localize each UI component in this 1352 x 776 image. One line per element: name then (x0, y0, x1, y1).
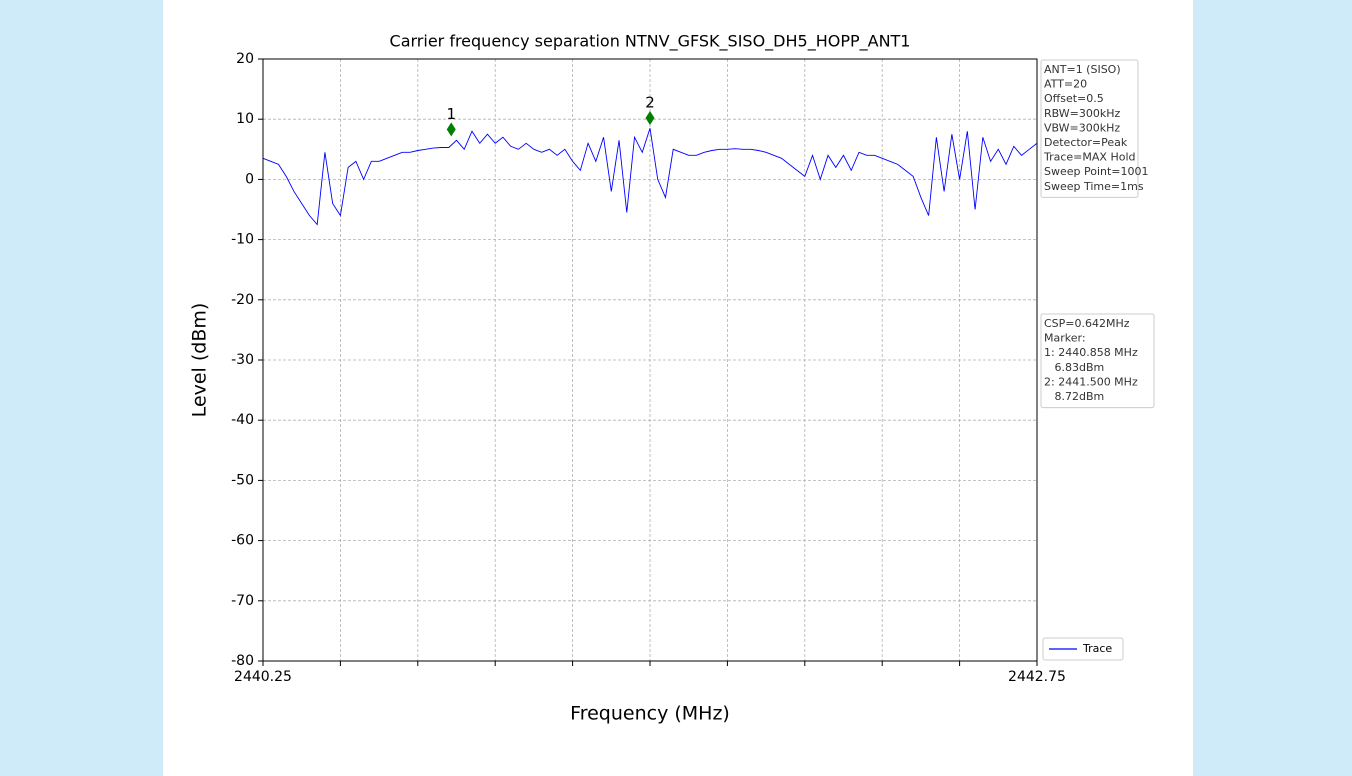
y-tick-label: 20 (236, 51, 254, 67)
marker-label: 2 (645, 93, 655, 111)
y-tick-label: -40 (231, 412, 254, 428)
x-tick-label: 2442.75 (1008, 669, 1066, 685)
info-text: Sweep Point=1001 (1044, 165, 1149, 178)
trace-line (262, 128, 1038, 226)
info-text: VBW=300kHz (1044, 121, 1120, 134)
y-tick-label: -70 (231, 593, 254, 609)
info-text: 2: 2441.500 MHz (1044, 375, 1138, 388)
figure-panel (163, 0, 1193, 776)
info-box (1040, 313, 1155, 409)
legend-label: Trace (1082, 642, 1112, 655)
plot-frame (262, 58, 1038, 662)
y-tick-label: 10 (236, 111, 254, 127)
y-tick-label: -80 (231, 653, 254, 669)
y-tick-label: -20 (231, 292, 254, 308)
info-text: 1: 2440.858 MHz (1044, 346, 1138, 359)
marker-label: 1 (446, 105, 456, 123)
info-text: Sweep Time=1ms (1044, 180, 1144, 193)
info-text: Trace=MAX Hold (1043, 151, 1136, 164)
y-tick-label: -50 (231, 472, 254, 488)
info-text: RBW=300kHz (1044, 107, 1121, 120)
y-tick-label: -30 (231, 352, 254, 368)
y-axis-label: Level (dBm) (189, 303, 211, 418)
info-text: 8.72dBm (1044, 390, 1104, 403)
info-text: Detector=Peak (1044, 136, 1128, 149)
marker (446, 122, 456, 137)
chart-title: Carrier frequency separation NTNV_GFSK_S… (390, 32, 911, 52)
info-text: CSP=0.642MHz (1044, 317, 1130, 330)
info-text: 6.83dBm (1044, 361, 1104, 374)
marker (645, 110, 655, 125)
info-text: ANT=1 (SISO) (1044, 63, 1121, 76)
legend-box (1042, 637, 1124, 661)
info-box (1040, 59, 1139, 198)
x-axis-label: Frequency (MHz) (570, 703, 730, 725)
y-tick-label: 0 (245, 171, 254, 187)
info-text: ATT=20 (1044, 78, 1087, 91)
y-tick-label: -60 (231, 533, 254, 549)
info-text: Offset=0.5 (1044, 92, 1104, 105)
info-text: Marker: (1044, 332, 1086, 345)
y-tick-label: -10 (231, 232, 254, 248)
x-tick-label: 2440.25 (234, 669, 292, 685)
